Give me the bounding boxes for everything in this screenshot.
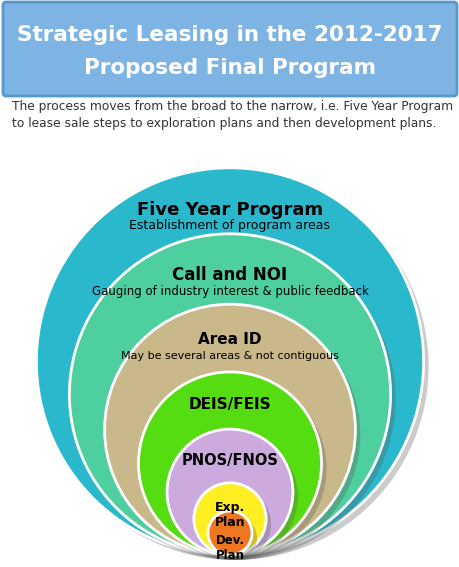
Ellipse shape xyxy=(143,377,326,560)
Ellipse shape xyxy=(172,434,297,560)
Ellipse shape xyxy=(198,488,270,560)
Text: Establishment of program areas: Establishment of program areas xyxy=(129,219,330,232)
Ellipse shape xyxy=(167,429,292,555)
Text: Five Year Program: Five Year Program xyxy=(137,201,322,219)
Text: Gauging of industry interest & public feedback: Gauging of industry interest & public fe… xyxy=(91,285,368,298)
Text: Proposed Final Program: Proposed Final Program xyxy=(84,58,375,78)
Text: The process moves from the broad to the narrow, i.e. Five Year Program
to lease : The process moves from the broad to the … xyxy=(12,100,452,130)
Ellipse shape xyxy=(207,511,252,555)
Ellipse shape xyxy=(138,372,321,555)
Ellipse shape xyxy=(36,168,423,555)
FancyBboxPatch shape xyxy=(3,2,456,96)
Text: Strategic Leasing in the 2012-2017: Strategic Leasing in the 2012-2017 xyxy=(17,25,442,45)
Text: Call and NOI: Call and NOI xyxy=(172,266,287,284)
Text: DEIS/FEIS: DEIS/FEIS xyxy=(188,397,271,413)
Ellipse shape xyxy=(41,173,428,560)
Text: PNOS/FNOS: PNOS/FNOS xyxy=(181,452,278,468)
Text: Dev.
Plan: Dev. Plan xyxy=(215,534,244,562)
Ellipse shape xyxy=(69,234,390,555)
Text: Exp.
Plan: Exp. Plan xyxy=(214,501,245,529)
Text: Area ID: Area ID xyxy=(198,332,261,348)
Ellipse shape xyxy=(194,483,265,555)
Ellipse shape xyxy=(74,239,395,560)
Ellipse shape xyxy=(213,516,257,560)
Text: May be several areas & not contiguous: May be several areas & not contiguous xyxy=(121,351,338,361)
Ellipse shape xyxy=(104,304,355,555)
Ellipse shape xyxy=(109,309,359,560)
